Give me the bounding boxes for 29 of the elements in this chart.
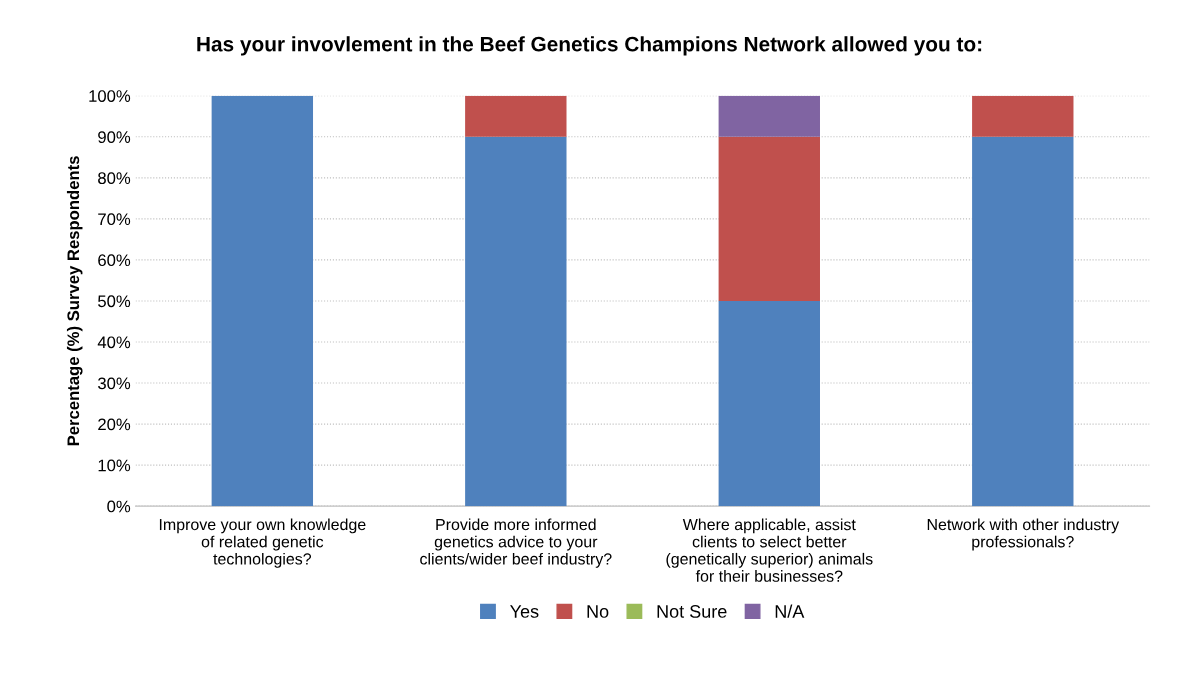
legend-label: Yes xyxy=(510,605,539,618)
chart-title: Has your invovlement in the Beef Genetics Champions Network allowed you to: xyxy=(197,36,982,56)
y-tick-label: 90% xyxy=(98,131,131,143)
legend-label: Not Sure xyxy=(657,605,727,618)
bar xyxy=(465,136,567,507)
x-tick-label: Where applicable, assist clients to select better (genetically superior) animals for their businesses? xyxy=(666,518,873,582)
legend-label: No xyxy=(587,605,609,618)
y-tick-label: 80% xyxy=(98,172,131,185)
x-tick-label: Provide more informed genetics advice to your clients/wider beef industry? xyxy=(420,518,612,568)
y-axis-title: Percentage (%) Survey Respondents xyxy=(66,156,83,446)
bar xyxy=(465,95,567,137)
x-tick-label: Network with other industry professionals? xyxy=(927,518,1120,551)
x-tick-label: Improve your own knowledge of related genetic technologies? xyxy=(159,518,366,568)
y-tick-label: 20% xyxy=(98,418,131,431)
bar xyxy=(972,95,1074,137)
y-tick-label: 60% xyxy=(98,254,131,267)
bar xyxy=(718,95,820,137)
legend-label: N/A xyxy=(775,604,805,618)
bar xyxy=(718,136,820,301)
y-tick-label: 50% xyxy=(98,295,131,308)
y-tick-label: 40% xyxy=(97,336,131,349)
bar xyxy=(211,95,314,507)
y-tick-label: 100% xyxy=(89,90,131,102)
y-tick-label: 30% xyxy=(98,377,131,390)
bar xyxy=(718,300,820,507)
y-tick-label: 70% xyxy=(98,213,131,226)
y-tick-label: 0% xyxy=(107,500,131,513)
bar xyxy=(972,136,1074,507)
y-tick-label: 10% xyxy=(98,459,131,472)
